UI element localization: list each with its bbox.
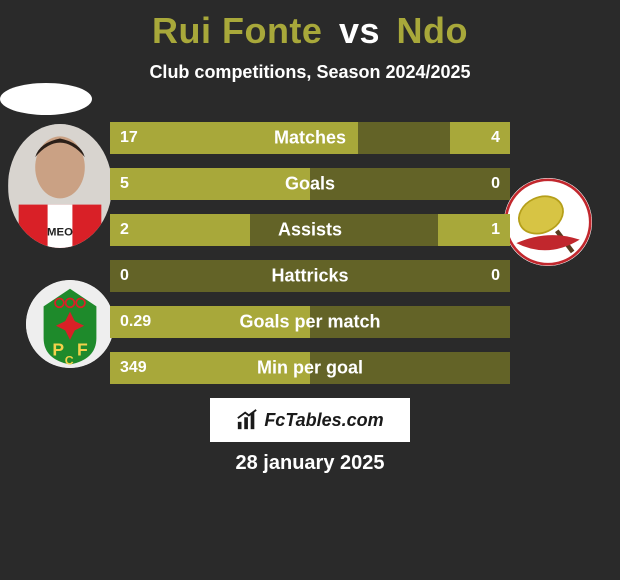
stat-bar: 0.29Goals per match (110, 306, 510, 338)
comparison-title: Rui Fonte vs Ndo (0, 0, 620, 52)
date-label: 28 january 2025 (0, 452, 620, 475)
club-right-logo-2 (504, 178, 592, 266)
svg-text:MEO: MEO (47, 227, 73, 239)
title-left-player: Rui Fonte (152, 10, 322, 51)
stat-bar: 50Goals (110, 168, 510, 200)
player-left-avatar: MEO (8, 124, 112, 248)
brand-logo: FcTables.com (210, 398, 410, 442)
stats-bars: 174Matches 50Goals 21Assists 00Hattricks 0.2… (110, 122, 510, 398)
brand-text: FcTables.com (264, 410, 383, 431)
stat-bar: 00Hattricks (110, 260, 510, 292)
chart-icon (236, 409, 258, 431)
svg-text:C: C (65, 353, 74, 367)
title-vs: vs (339, 10, 380, 51)
svg-text:P: P (52, 340, 64, 360)
stat-bar: 349Min per goal (110, 352, 510, 384)
svg-text:F: F (77, 340, 88, 360)
stat-bar: 21Assists (110, 214, 510, 246)
title-right-player: Ndo (397, 10, 468, 51)
subtitle: Club competitions, Season 2024/2025 (0, 62, 620, 83)
club-right-logo-1 (0, 83, 92, 115)
stat-bar: 174Matches (110, 122, 510, 154)
club-left-logo: P F C (26, 280, 114, 368)
